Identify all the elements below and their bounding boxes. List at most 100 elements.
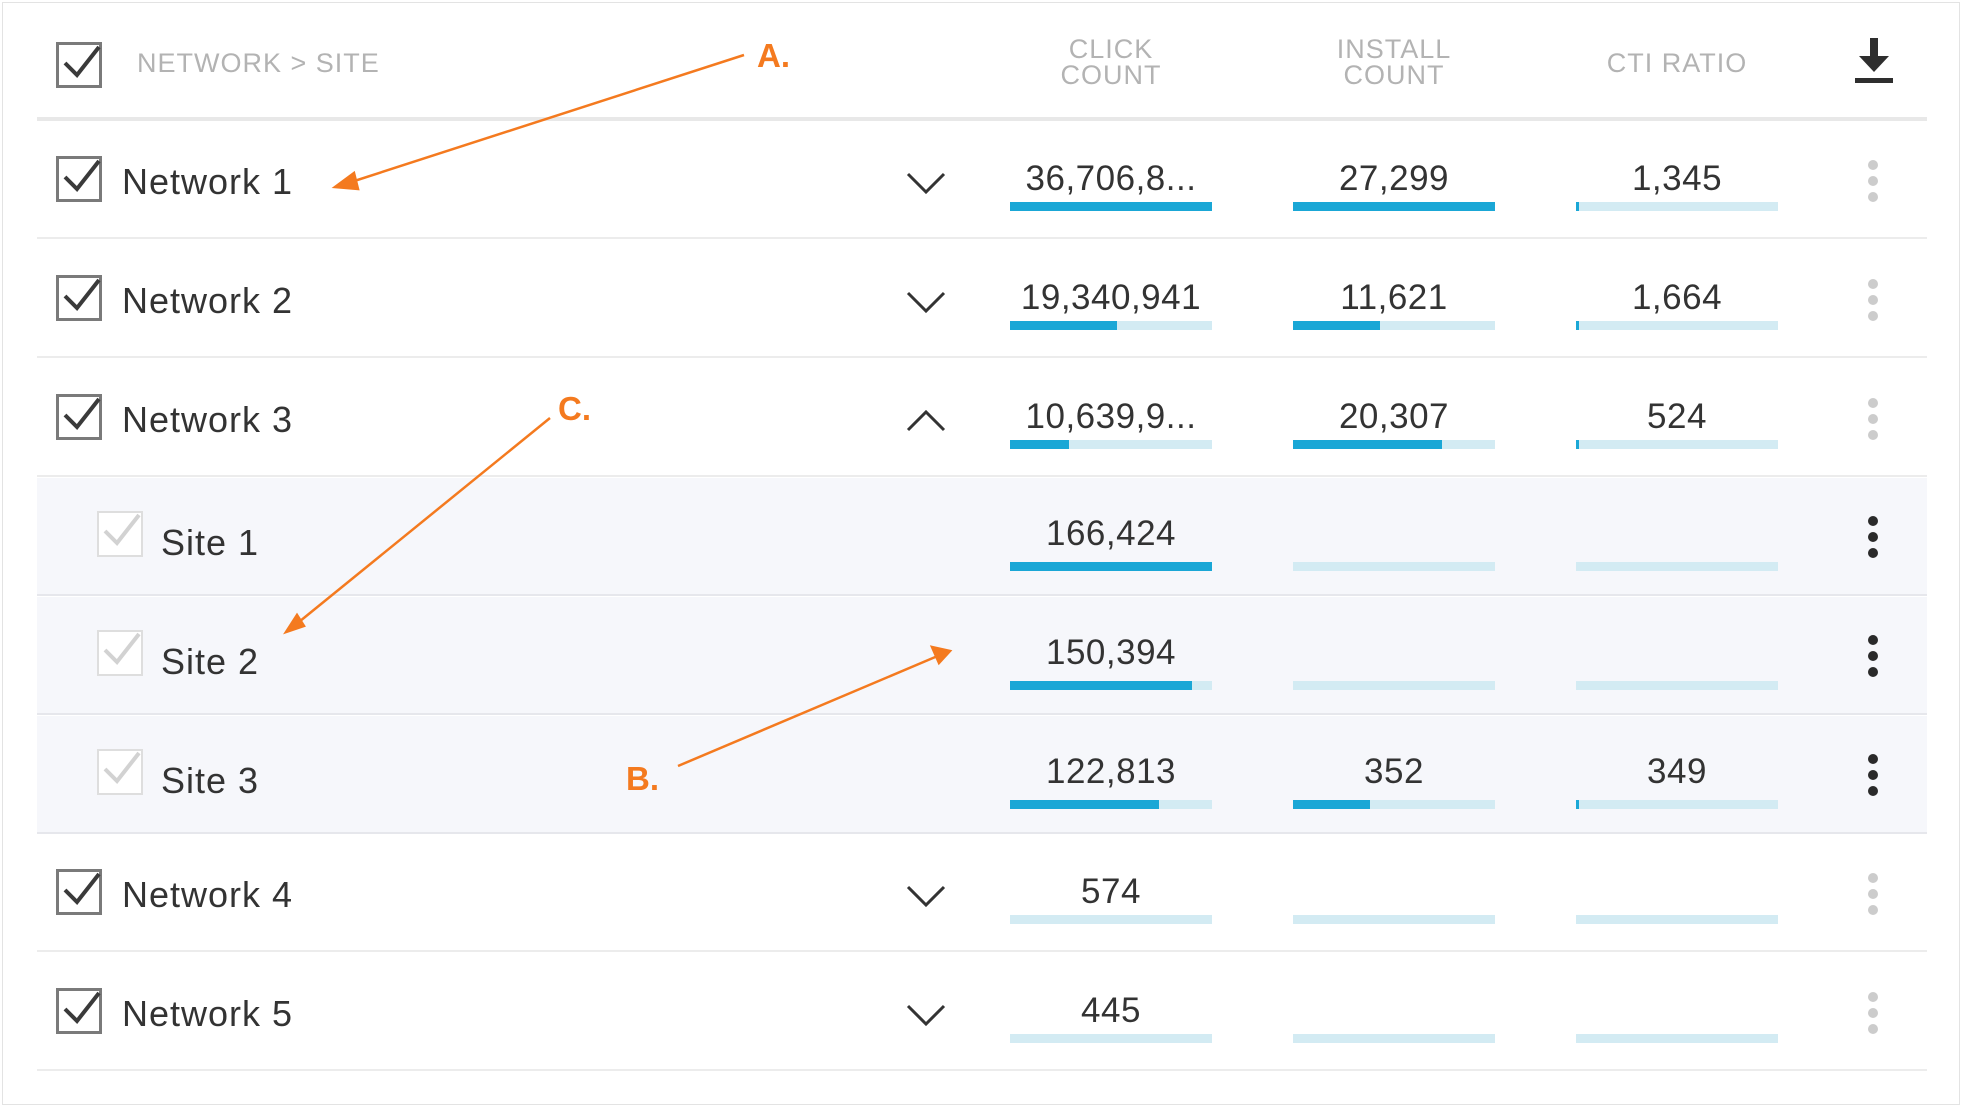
site-checkbox[interactable] (97, 630, 143, 676)
network-checkbox[interactable] (56, 394, 102, 440)
install-bar-track (1293, 562, 1495, 571)
click-bar-fill (1010, 800, 1159, 809)
network-name: Network 3 (122, 399, 294, 440)
column-header-install-count[interactable]: INSTALL COUNT (1336, 34, 1452, 90)
check-icon (63, 45, 101, 79)
site-checkbox[interactable] (97, 511, 143, 557)
check-icon (63, 991, 101, 1025)
install-bar-track (1293, 202, 1495, 211)
check-icon (103, 751, 141, 785)
site-row[interactable]: Site 3 122,813 352 349 (37, 716, 1927, 834)
column-header-cti-ratio[interactable]: CTI RATIO (1606, 48, 1748, 78)
download-icon[interactable] (1855, 38, 1893, 86)
network-row[interactable]: Network 5 445 (37, 953, 1927, 1071)
click-value: 150,394 (1045, 633, 1177, 672)
cti-bar-track (1576, 800, 1778, 809)
more-options-icon[interactable] (1868, 516, 1878, 560)
chevron-down-icon[interactable] (906, 289, 946, 314)
network-row[interactable]: Network 4 574 (37, 834, 1927, 952)
cti-value: 1,345 (1631, 159, 1723, 198)
check-icon (103, 632, 141, 666)
cti-bar-track (1576, 915, 1778, 924)
install-bar-track (1293, 440, 1495, 449)
cti-bar-fill (1576, 800, 1579, 809)
install-metric (1293, 834, 1495, 952)
cti-metric: 524 (1576, 359, 1778, 477)
network-checkbox[interactable] (56, 275, 102, 321)
install-bar-track (1293, 800, 1495, 809)
click-metric: 122,813 (1010, 716, 1212, 834)
install-bar-track (1293, 321, 1495, 330)
more-options-icon[interactable] (1868, 160, 1878, 204)
click-bar-track (1010, 321, 1212, 330)
network-checkbox[interactable] (56, 156, 102, 202)
more-options-icon[interactable] (1868, 398, 1878, 442)
cti-metric (1576, 597, 1778, 715)
install-metric: 27,299 (1293, 121, 1495, 239)
install-value: 27,299 (1338, 159, 1450, 198)
select-all-checkbox[interactable] (56, 42, 102, 88)
click-value: 445 (1081, 991, 1141, 1030)
click-metric: 445 (1010, 953, 1212, 1071)
click-bar-track (1010, 202, 1212, 211)
click-bar-track (1010, 562, 1212, 571)
column-header-network-site[interactable]: NETWORK > SITE (137, 48, 380, 78)
site-row[interactable]: Site 2 150,394 (37, 597, 1927, 715)
more-options-icon[interactable] (1868, 873, 1878, 917)
network-row[interactable]: Network 1 36,706,8... 27,299 1,345 (37, 121, 1927, 239)
click-bar-track (1010, 681, 1212, 690)
chevron-up-icon[interactable] (906, 408, 946, 432)
install-metric (1293, 478, 1495, 596)
site-row[interactable]: Site 1 166,424 (37, 478, 1927, 596)
click-bar-fill (1010, 440, 1069, 449)
network-row[interactable]: Network 3 10,639,9... 20,307 524 (37, 359, 1927, 477)
more-options-icon[interactable] (1868, 635, 1878, 679)
site-checkbox[interactable] (97, 749, 143, 795)
click-metric: 166,424 (1010, 478, 1212, 596)
click-bar-track (1010, 915, 1212, 924)
column-header-click-count[interactable]: CLICK COUNT (1060, 34, 1162, 90)
more-options-icon[interactable] (1868, 754, 1878, 798)
click-metric: 574 (1010, 834, 1212, 952)
check-icon (63, 872, 101, 906)
click-metric: 36,706,8... (1010, 121, 1212, 239)
cti-bar-fill (1576, 321, 1579, 330)
network-checkbox[interactable] (56, 988, 102, 1034)
cti-value: 349 (1647, 752, 1707, 791)
cti-bar-track (1576, 440, 1778, 449)
table-header: NETWORK > SITE CLICK COUNT INSTALL COUNT… (0, 0, 1964, 121)
click-value: 36,706,8... (1025, 159, 1197, 198)
cti-bar-track (1576, 562, 1778, 571)
click-metric: 150,394 (1010, 597, 1212, 715)
install-metric (1293, 953, 1495, 1071)
more-options-icon[interactable] (1868, 992, 1878, 1036)
cti-bar-track (1576, 1034, 1778, 1043)
install-metric: 20,307 (1293, 359, 1495, 477)
network-checkbox[interactable] (56, 869, 102, 915)
install-value: 11,621 (1340, 278, 1448, 317)
check-icon (63, 159, 101, 193)
annotation-label-b: B. (626, 760, 659, 797)
cti-bar-track (1576, 681, 1778, 690)
cti-metric (1576, 834, 1778, 952)
click-metric: 10,639,9... (1010, 359, 1212, 477)
click-value: 122,813 (1045, 752, 1177, 791)
install-metric: 352 (1293, 716, 1495, 834)
chevron-down-icon[interactable] (906, 883, 946, 908)
network-name: Network 2 (122, 280, 294, 321)
chevron-down-icon[interactable] (906, 170, 946, 195)
click-bar-fill (1010, 321, 1117, 330)
install-bar-fill (1293, 440, 1442, 449)
cti-metric: 1,345 (1576, 121, 1778, 239)
more-options-icon[interactable] (1868, 279, 1878, 323)
check-icon (103, 513, 141, 547)
chevron-down-icon[interactable] (906, 1002, 946, 1027)
install-bar-track (1293, 1034, 1495, 1043)
cti-metric (1576, 953, 1778, 1071)
cti-bar-track (1576, 321, 1778, 330)
install-value: 20,307 (1338, 397, 1450, 436)
click-bar-track (1010, 1034, 1212, 1043)
cti-bar-fill (1576, 202, 1579, 211)
network-row[interactable]: Network 2 19,340,941 11,621 1,664 (37, 240, 1927, 358)
